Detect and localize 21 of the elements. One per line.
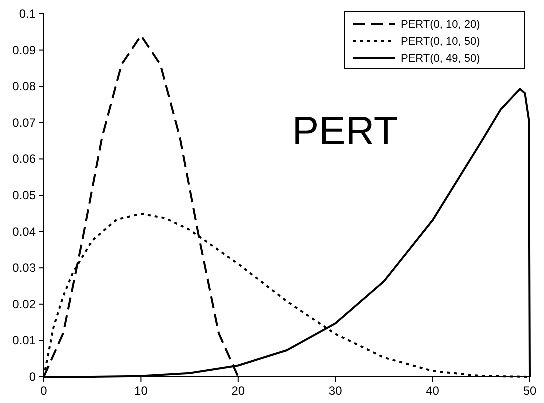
x-tick-label: 30 <box>328 384 343 398</box>
y-tick-label: 0.06 <box>12 152 36 166</box>
y-tick-label: 0.01 <box>12 334 36 348</box>
y-tick-label: 0.05 <box>12 188 36 202</box>
y-tick-label: 0.08 <box>12 80 36 94</box>
x-tick-label: 0 <box>40 384 48 398</box>
x-tick-label: 10 <box>134 384 148 398</box>
legend-label: PERT(0, 49, 50) <box>401 53 480 65</box>
y-tick-label: 0.04 <box>12 224 36 239</box>
x-tick-label: 40 <box>426 384 440 398</box>
y-tick-label: 0.09 <box>12 43 36 58</box>
y-tick-label: 0.07 <box>12 116 36 130</box>
y-tick-label: 0 <box>29 370 36 384</box>
y-tick-label: 0.03 <box>12 261 36 276</box>
legend-label: PERT(0, 10, 20) <box>401 19 480 31</box>
y-tick-label: 0.1 <box>19 7 36 21</box>
annotation: PERT <box>292 110 398 154</box>
legend-label: PERT(0, 10, 50) <box>401 36 480 48</box>
x-tick-label: 50 <box>523 384 537 398</box>
y-tick-label: 0.02 <box>12 297 36 312</box>
x-tick-label: 20 <box>232 384 246 398</box>
